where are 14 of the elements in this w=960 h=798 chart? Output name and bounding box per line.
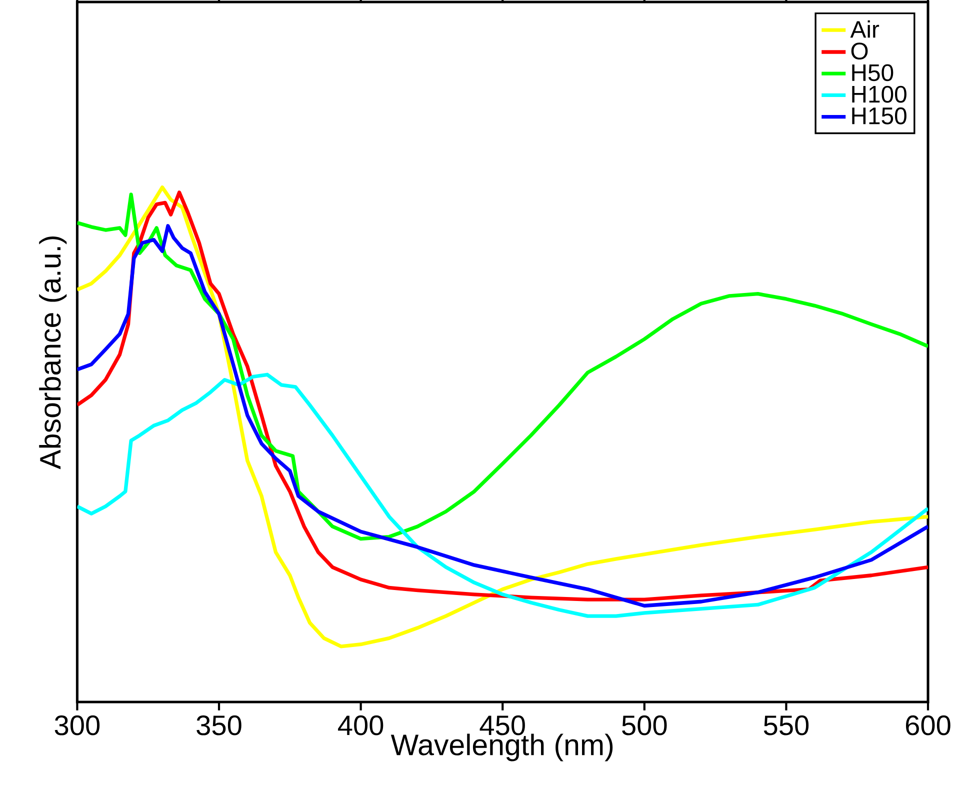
x-axis-title: Wavelength (nm) [390, 734, 613, 762]
x-tick-label: 600 [906, 715, 950, 736]
x-tick-label: 300 [54, 715, 100, 736]
y-axis-title: Absorbance (a.u.) [39, 236, 67, 470]
x-tick-label: 500 [622, 715, 667, 736]
x-tick-label: 450 [480, 715, 525, 736]
legend-label: O [851, 42, 868, 60]
legend-label: Air [850, 20, 880, 38]
legend-label: H150 [852, 107, 906, 124]
x-tick-label: 400 [338, 715, 384, 736]
legend-label: H50 [852, 64, 894, 82]
legend-label: H100 [852, 86, 906, 103]
x-tick-label: 350 [196, 715, 242, 736]
x-tick-label: 550 [764, 715, 809, 736]
